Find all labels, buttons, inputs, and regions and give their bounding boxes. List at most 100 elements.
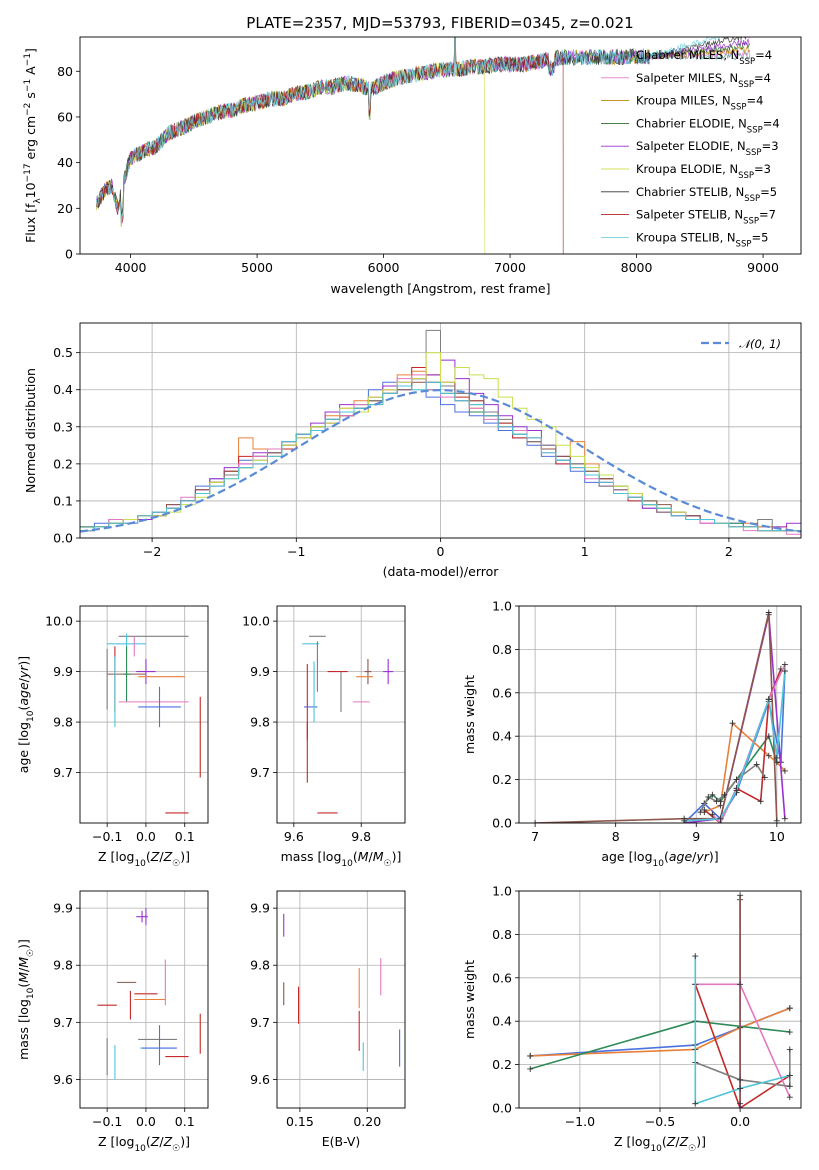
y-tick-label: 0.8 — [492, 927, 512, 942]
y-tick-label: 80 — [57, 64, 73, 79]
y-tick-label: 9.9 — [250, 901, 270, 916]
x-tick-label: 0.15 — [286, 1114, 314, 1129]
y-axis-label: mass [log10(M/M☉)] — [16, 939, 36, 1060]
y-axis-label: mass weight — [462, 960, 477, 1039]
data-point-marker — [781, 815, 788, 822]
y-tick-label: 1.0 — [492, 599, 512, 614]
y-tick-label: 0.4 — [492, 729, 512, 744]
x-tick-label: 7 — [531, 829, 539, 844]
legend-entry-text: Chabrier ELODIE, N — [636, 116, 747, 130]
panel-spectrum: 4000 5000 6000 7000 8000 9000 0 20 40 60 80 Chabrie… — [23, 36, 802, 296]
data-point-marker — [527, 1065, 534, 1072]
y-tick-label: 9.7 — [250, 1015, 270, 1030]
panel-age_vs_Z: −0.1 0.0 0.19.79.89.910.0Z [log10(Z/Z☉)]ag… — [16, 605, 209, 869]
x-axis-label-part: / — [369, 849, 374, 864]
x-axis-label-part: (data-model)/error — [383, 564, 500, 579]
x-axis-label-part: 10 — [341, 859, 353, 869]
histogram-series-9 — [80, 381, 801, 532]
data-point-marker — [753, 761, 760, 768]
legend-entry: Chabrier ELODIE, NSSP=4 — [636, 116, 780, 135]
y-tick-label: 0.0 — [492, 816, 512, 831]
data-point-marker — [765, 733, 772, 740]
y-axis-label-part: s — [23, 92, 38, 103]
legend-entry: Kroupa ELODIE, NSSP=3 — [636, 162, 771, 181]
data-point-marker — [709, 791, 716, 798]
x-tick-label: 0 — [437, 544, 445, 559]
legend-entry-post: =3 — [754, 162, 771, 176]
legend-entry-sub: SSP — [731, 103, 747, 113]
y-axis-label-part: −1 — [23, 53, 33, 66]
x-axis-label-part: )] — [180, 849, 190, 864]
legend-entry: Kroupa STELIB, NSSP=5 — [636, 230, 768, 249]
legend-entry-text: Salpeter MILES, N — [636, 71, 738, 85]
data-point-marker — [721, 791, 728, 798]
y-axis-label-part: ] — [23, 48, 38, 53]
legend-entry-text: Salpeter STELIB, N — [636, 208, 743, 222]
x-axis-label-part: ☉ — [688, 1144, 696, 1154]
x-tick-label: −2 — [143, 544, 161, 559]
data-point-marker — [527, 1052, 534, 1059]
massweight-series-1 — [530, 1007, 791, 1057]
y-axis-label-part: mass weight — [462, 960, 477, 1039]
y-tick-label: 0.1 — [53, 493, 73, 508]
legend-entry-sub: SSP — [738, 80, 754, 90]
y-axis-label-part: )] — [16, 939, 31, 949]
axes-frame — [276, 605, 406, 824]
y-axis-label-part: A — [23, 66, 38, 79]
x-tick-label: 6000 — [368, 260, 400, 275]
y-tick-label: 0.2 — [492, 1057, 512, 1072]
x-tick-label: −1.0 — [565, 1114, 595, 1129]
x-tick-label: 9000 — [747, 260, 779, 275]
legend-normal-label: 𝒩(0, 1) — [739, 337, 781, 351]
y-axis-label-part: )] — [16, 656, 31, 666]
x-axis-label-part: ( — [664, 849, 669, 864]
y-axis-label-part: mass weight — [462, 675, 477, 754]
legend-entry-post: =4 — [763, 116, 780, 130]
y-tick-label: 0.3 — [53, 419, 73, 434]
x-axis-label-part: mass [log — [281, 849, 342, 864]
legend-entry-text: Chabrier STELIB, N — [636, 185, 744, 199]
x-tick-label: 9.8 — [351, 829, 371, 844]
data-point-marker — [697, 809, 704, 816]
y-axis-label-part: / — [16, 677, 31, 682]
x-axis-label-part: age — [669, 849, 693, 864]
y-axis-label-part: 10 — [23, 182, 38, 198]
y-tick-label: 10.0 — [45, 614, 73, 629]
plot-area-mass_vs_EBV — [283, 913, 401, 1071]
data-point-marker — [786, 1005, 793, 1012]
panel-mass_vs_Z: −0.1 0.0 0.19.69.79.89.9Z [log10(Z/Z☉)]mas… — [16, 890, 209, 1154]
y-tick-label: 9.9 — [250, 664, 270, 679]
data-point-marker — [786, 1083, 793, 1090]
legend-entry-post: =3 — [762, 139, 779, 153]
x-axis-label-part: wavelength [Angstrom, rest frame] — [330, 281, 550, 296]
massweight-series-8 — [684, 671, 786, 822]
y-axis-label-part: 10 — [26, 710, 36, 722]
data-point-marker — [532, 820, 539, 823]
y-tick-label: 9.8 — [53, 715, 73, 730]
data-point-marker — [692, 953, 699, 960]
y-tick-label: 0.8 — [492, 642, 512, 657]
legend-entry: Salpeter ELODIE, NSSP=3 — [636, 139, 779, 158]
normal-curve — [80, 388, 801, 533]
y-tick-label: 0.5 — [53, 345, 73, 360]
x-axis-label-part: Z — [163, 849, 173, 864]
x-axis-label-part: 10 — [134, 859, 146, 869]
x-tick-label: 9.6 — [284, 829, 304, 844]
y-tick-label: 1.0 — [492, 884, 512, 899]
massweight-series-3 — [703, 668, 782, 823]
x-axis-label-part: )] — [392, 849, 402, 864]
y-tick-label: 9.7 — [53, 765, 73, 780]
y-axis-label-part: ☉ — [26, 949, 36, 957]
data-point-marker — [786, 1046, 793, 1053]
plot-area-residual_hist — [80, 329, 801, 535]
x-axis-label-part: E(B-V) — [322, 1134, 361, 1149]
legend-entry-post: =5 — [760, 185, 777, 199]
x-axis-label-part: Z — [666, 1134, 676, 1149]
axes-frame — [79, 605, 209, 824]
x-axis-label-part: Z [log — [98, 1134, 134, 1149]
x-axis-label-part: )] — [180, 1134, 190, 1149]
x-axis-label-part: ☉ — [172, 1144, 180, 1154]
x-axis-label-part: Z — [679, 1134, 689, 1149]
x-tick-label: −0.5 — [645, 1114, 675, 1129]
